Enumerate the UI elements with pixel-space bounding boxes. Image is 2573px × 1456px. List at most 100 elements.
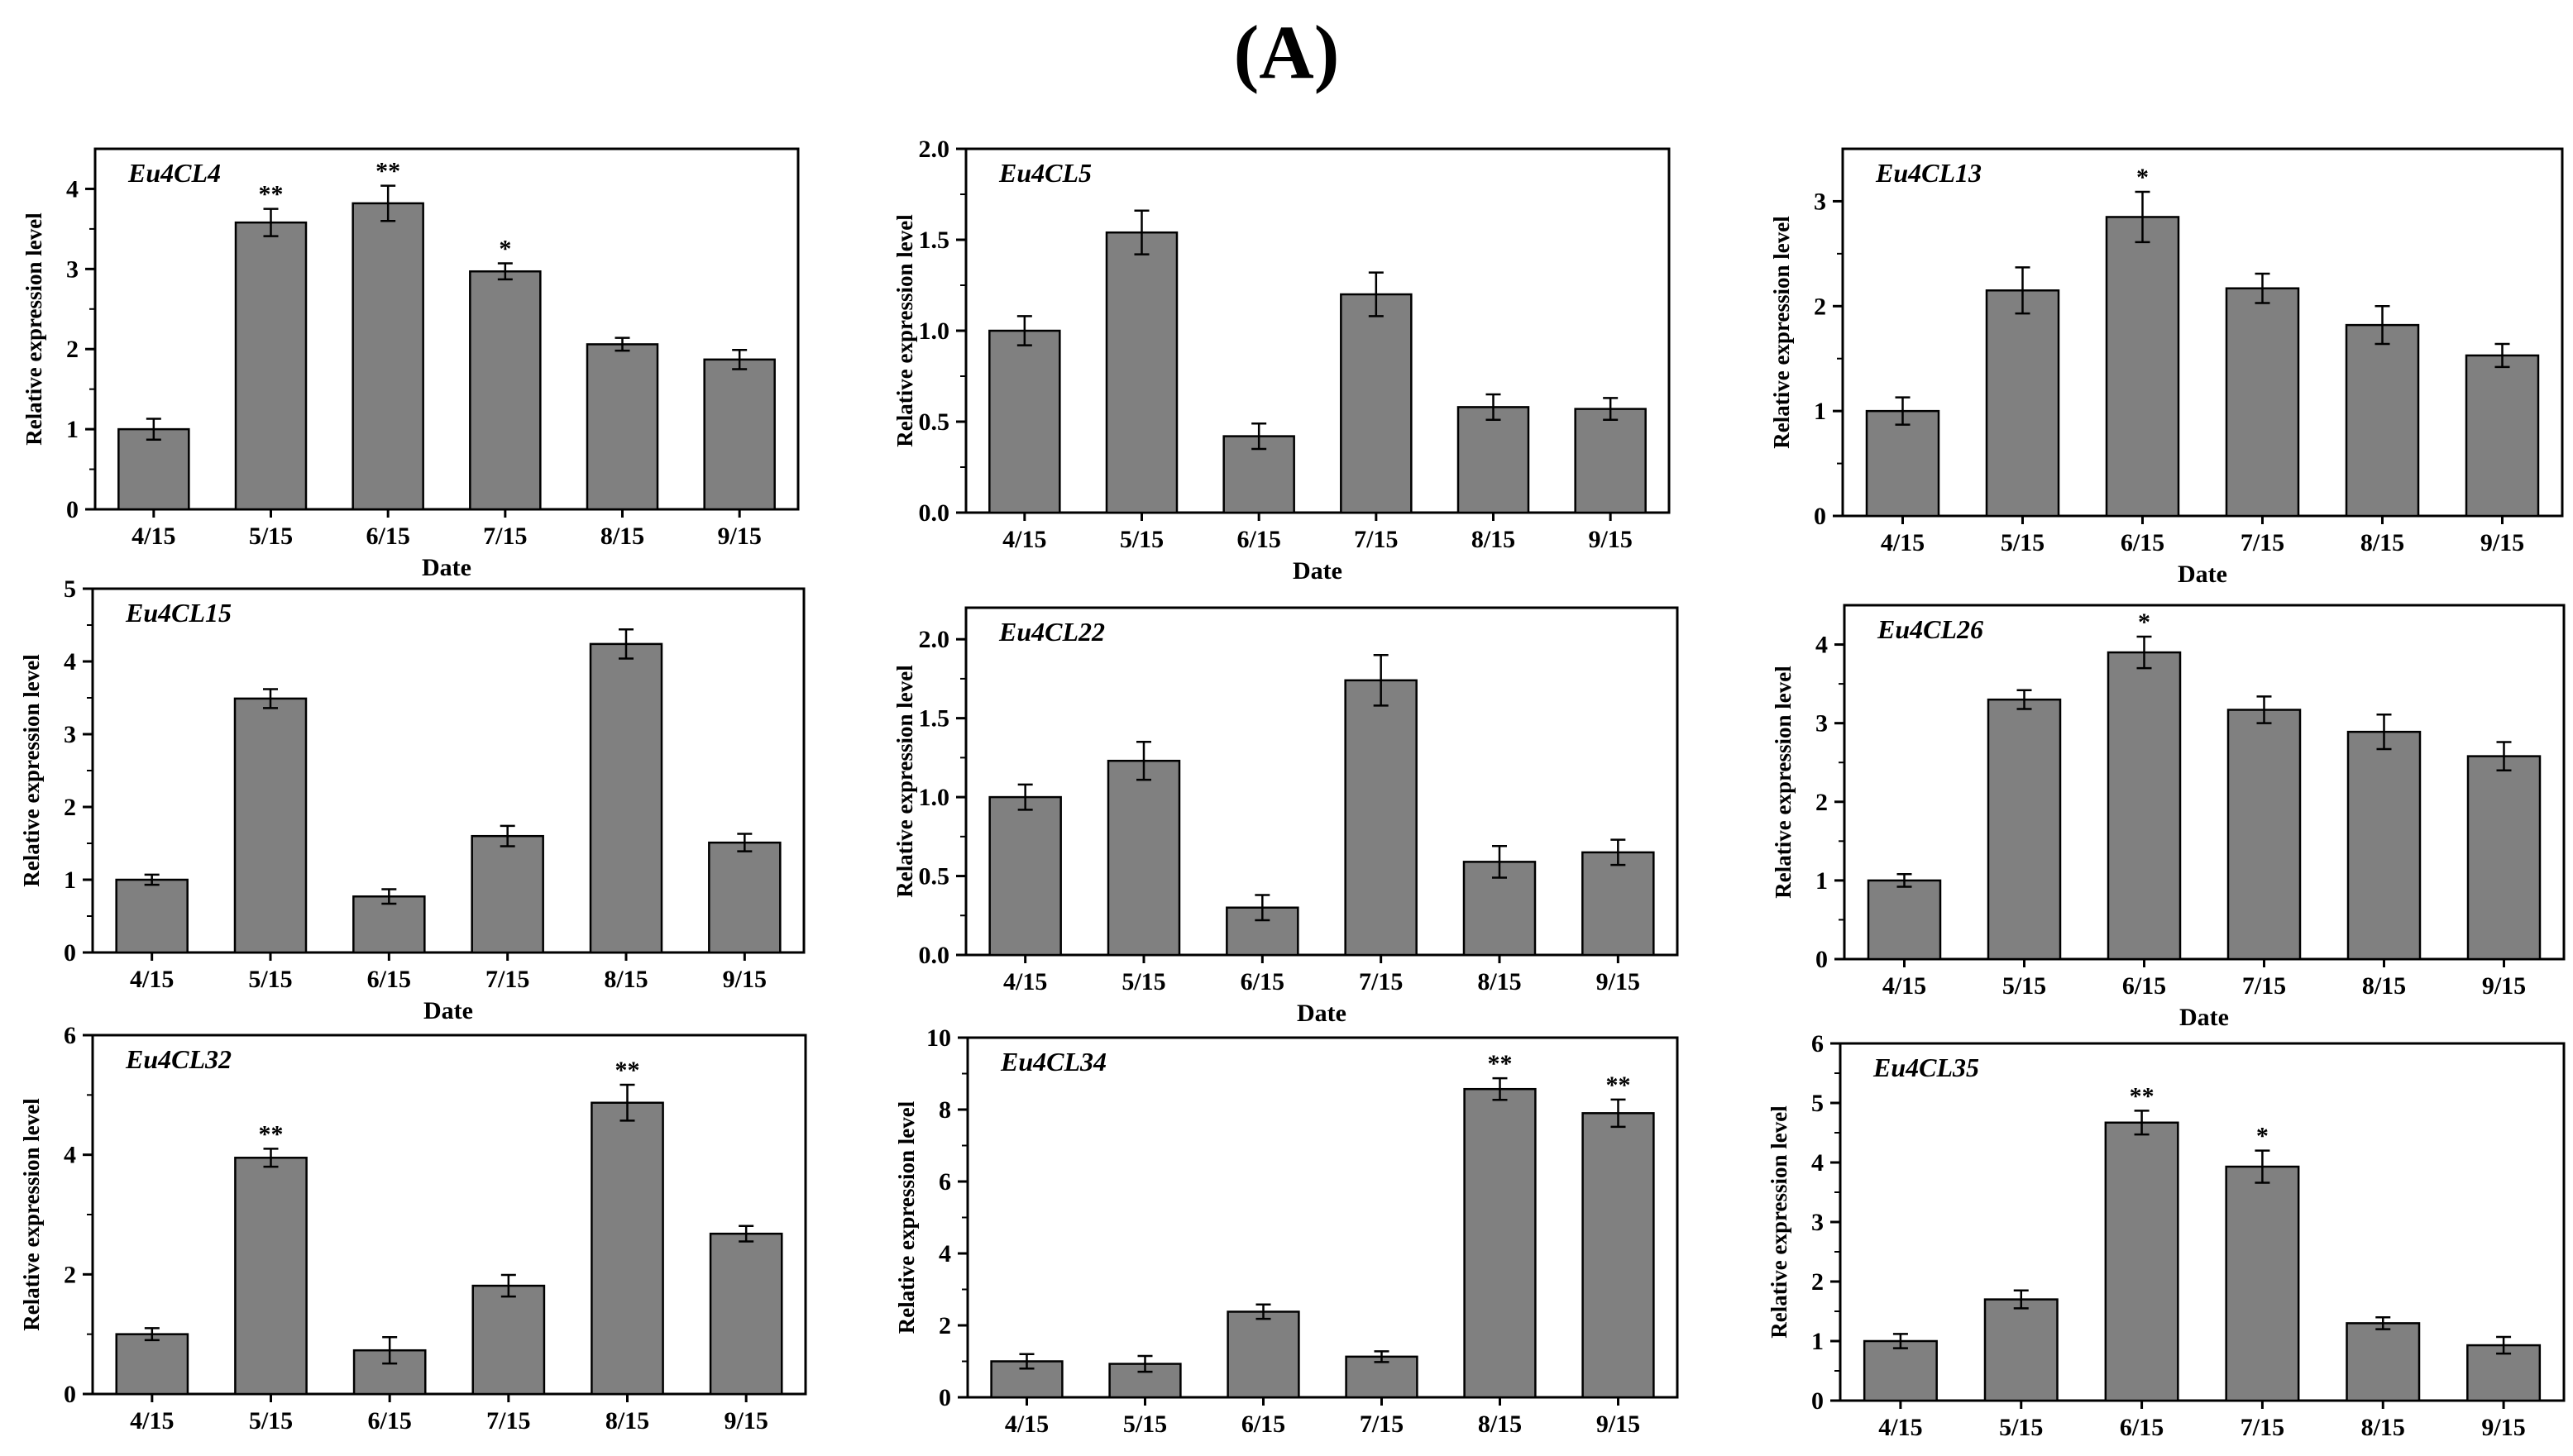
bar — [2105, 216, 2180, 518]
y-tick-label: 6 — [1811, 1030, 1824, 1057]
bar — [591, 1101, 664, 1396]
bar — [2346, 730, 2422, 961]
x-tick-label: 5/15 — [1120, 526, 1164, 553]
bar — [2107, 651, 2182, 961]
y-tick-label: 0.5 — [919, 863, 950, 890]
x-tick-label: 9/15 — [1596, 968, 1640, 995]
bar — [115, 878, 189, 954]
bar — [1863, 1339, 1938, 1402]
chart-panel-0: 0 1 2 3 4 4/15 5/15 ** 6/15 ** 7/15 * 8/15 9/15 Eu4CL4… — [22, 147, 800, 581]
y-tick-label: 1 — [1811, 1328, 1824, 1355]
x-tick-label: 4/15 — [1005, 1411, 1049, 1438]
x-tick-label: 7/15 — [2241, 529, 2284, 556]
y-tick-label: 0 — [1815, 946, 1828, 973]
y-tick-label: 2 — [939, 1312, 951, 1339]
y-tick-label: 2 — [1811, 1268, 1824, 1296]
y-tick-label: 3 — [66, 255, 79, 283]
significance-marker: ** — [259, 1120, 284, 1148]
y-tick-label: 2 — [1815, 789, 1828, 816]
chart-title: Eu4CL13 — [1875, 158, 1982, 188]
bar — [117, 427, 190, 511]
bar — [471, 834, 544, 954]
y-axis-label: Relative expression level — [894, 1100, 919, 1334]
bar — [2226, 709, 2302, 961]
x-tick-label: 7/15 — [485, 966, 529, 993]
bar — [1227, 1310, 1300, 1399]
chart-title: Eu4CL4 — [127, 158, 221, 188]
y-tick-label: 6 — [64, 1022, 76, 1049]
y-tick-label: 4 — [1815, 632, 1828, 659]
x-tick-label: 5/15 — [249, 1407, 293, 1435]
y-tick-label: 2.0 — [919, 626, 950, 653]
bar — [708, 841, 782, 954]
chart-panel-2: 0 1 2 3 4/15 5/15 6/15 * 7/15 8/15 9/15 Eu4CL13 Rela… — [1769, 147, 2564, 588]
significance-marker: ** — [2130, 1082, 2155, 1110]
x-tick-label: 6/15 — [1241, 1411, 1285, 1438]
chart-panel-7: 0 2 4 6 8 10 4/15 5/15 6/15 7/15 8/15 ** 9/15 ** Eu4CL… — [894, 1024, 1679, 1438]
x-tick-label: 7/15 — [2242, 972, 2286, 1000]
chart-title: Eu4CL15 — [125, 598, 232, 628]
figure-title: (A) — [1233, 10, 1340, 94]
bar — [988, 795, 1062, 957]
bar — [352, 202, 424, 511]
bar — [2104, 1121, 2179, 1402]
bar — [1105, 231, 1179, 514]
x-tick-label: 8/15 — [604, 966, 648, 993]
chart-title: Eu4CL35 — [1872, 1053, 1979, 1082]
chart-title: Eu4CL26 — [1877, 614, 1983, 644]
y-tick-label: 1 — [66, 416, 79, 443]
y-tick-label: 1.0 — [919, 317, 950, 345]
x-tick-label: 9/15 — [1596, 1411, 1640, 1438]
y-tick-label: 0 — [1811, 1387, 1824, 1415]
plot-frame — [964, 147, 1671, 514]
y-tick-label: 5 — [1811, 1090, 1824, 1117]
x-tick-label: 9/15 — [2481, 1414, 2525, 1441]
x-tick-label: 9/15 — [723, 966, 767, 993]
x-tick-label: 6/15 — [2120, 1414, 2164, 1441]
x-tick-label: 9/15 — [717, 523, 761, 550]
x-tick-label: 9/15 — [724, 1407, 768, 1435]
plot-frame — [964, 606, 1679, 957]
x-tick-label: 8/15 — [1477, 968, 1521, 995]
x-tick-label: 6/15 — [2122, 972, 2166, 1000]
x-tick-label: 4/15 — [132, 523, 175, 550]
x-tick-label: 6/15 — [366, 523, 409, 550]
chart-panel-5: 0 1 2 3 4 4/15 5/15 6/15 * 7/15 8/15 9/15 Eu4CL26 Rel… — [1771, 604, 2566, 1031]
bar — [1340, 293, 1413, 514]
bar — [988, 329, 1061, 514]
bar — [115, 1333, 189, 1396]
y-tick-label: 2 — [1814, 293, 1826, 320]
y-tick-label: 6 — [939, 1168, 951, 1196]
x-axis-label: Date — [1293, 557, 1342, 585]
y-tick-label: 3 — [1815, 710, 1828, 738]
bar — [1107, 759, 1181, 957]
y-tick-label: 3 — [1814, 188, 1826, 215]
bar — [234, 1157, 308, 1396]
chart-title: Eu4CL5 — [998, 158, 1092, 188]
bar — [233, 697, 308, 954]
y-axis-label: Relative expression level — [1769, 216, 1794, 449]
x-axis-label: Date — [1297, 1000, 1346, 1027]
y-tick-label: 2 — [66, 336, 79, 363]
plot-frame — [91, 587, 806, 954]
x-tick-label: 7/15 — [1359, 968, 1403, 995]
y-tick-label: 4 — [64, 1142, 76, 1169]
plot-frame — [1839, 1042, 2566, 1402]
x-tick-label: 5/15 — [1999, 1414, 2043, 1441]
x-axis-label: Date — [2178, 561, 2227, 588]
significance-marker: ** — [375, 158, 400, 185]
y-tick-label: 0.0 — [919, 942, 950, 969]
x-tick-label: 5/15 — [2002, 972, 2046, 1000]
x-tick-label: 5/15 — [2001, 529, 2045, 556]
bar — [1865, 409, 1940, 518]
y-tick-label: 3 — [1811, 1209, 1824, 1236]
bar — [469, 270, 542, 511]
x-tick-label: 7/15 — [483, 523, 527, 550]
y-tick-label: 4 — [939, 1240, 951, 1267]
y-tick-label: 0 — [64, 939, 76, 967]
y-axis-label: Relative expression level — [1771, 666, 1796, 899]
significance-marker: ** — [1488, 1050, 1513, 1077]
y-tick-label: 1 — [1814, 398, 1826, 425]
plot-frame — [1843, 604, 2566, 961]
significance-marker: * — [2256, 1123, 2269, 1150]
